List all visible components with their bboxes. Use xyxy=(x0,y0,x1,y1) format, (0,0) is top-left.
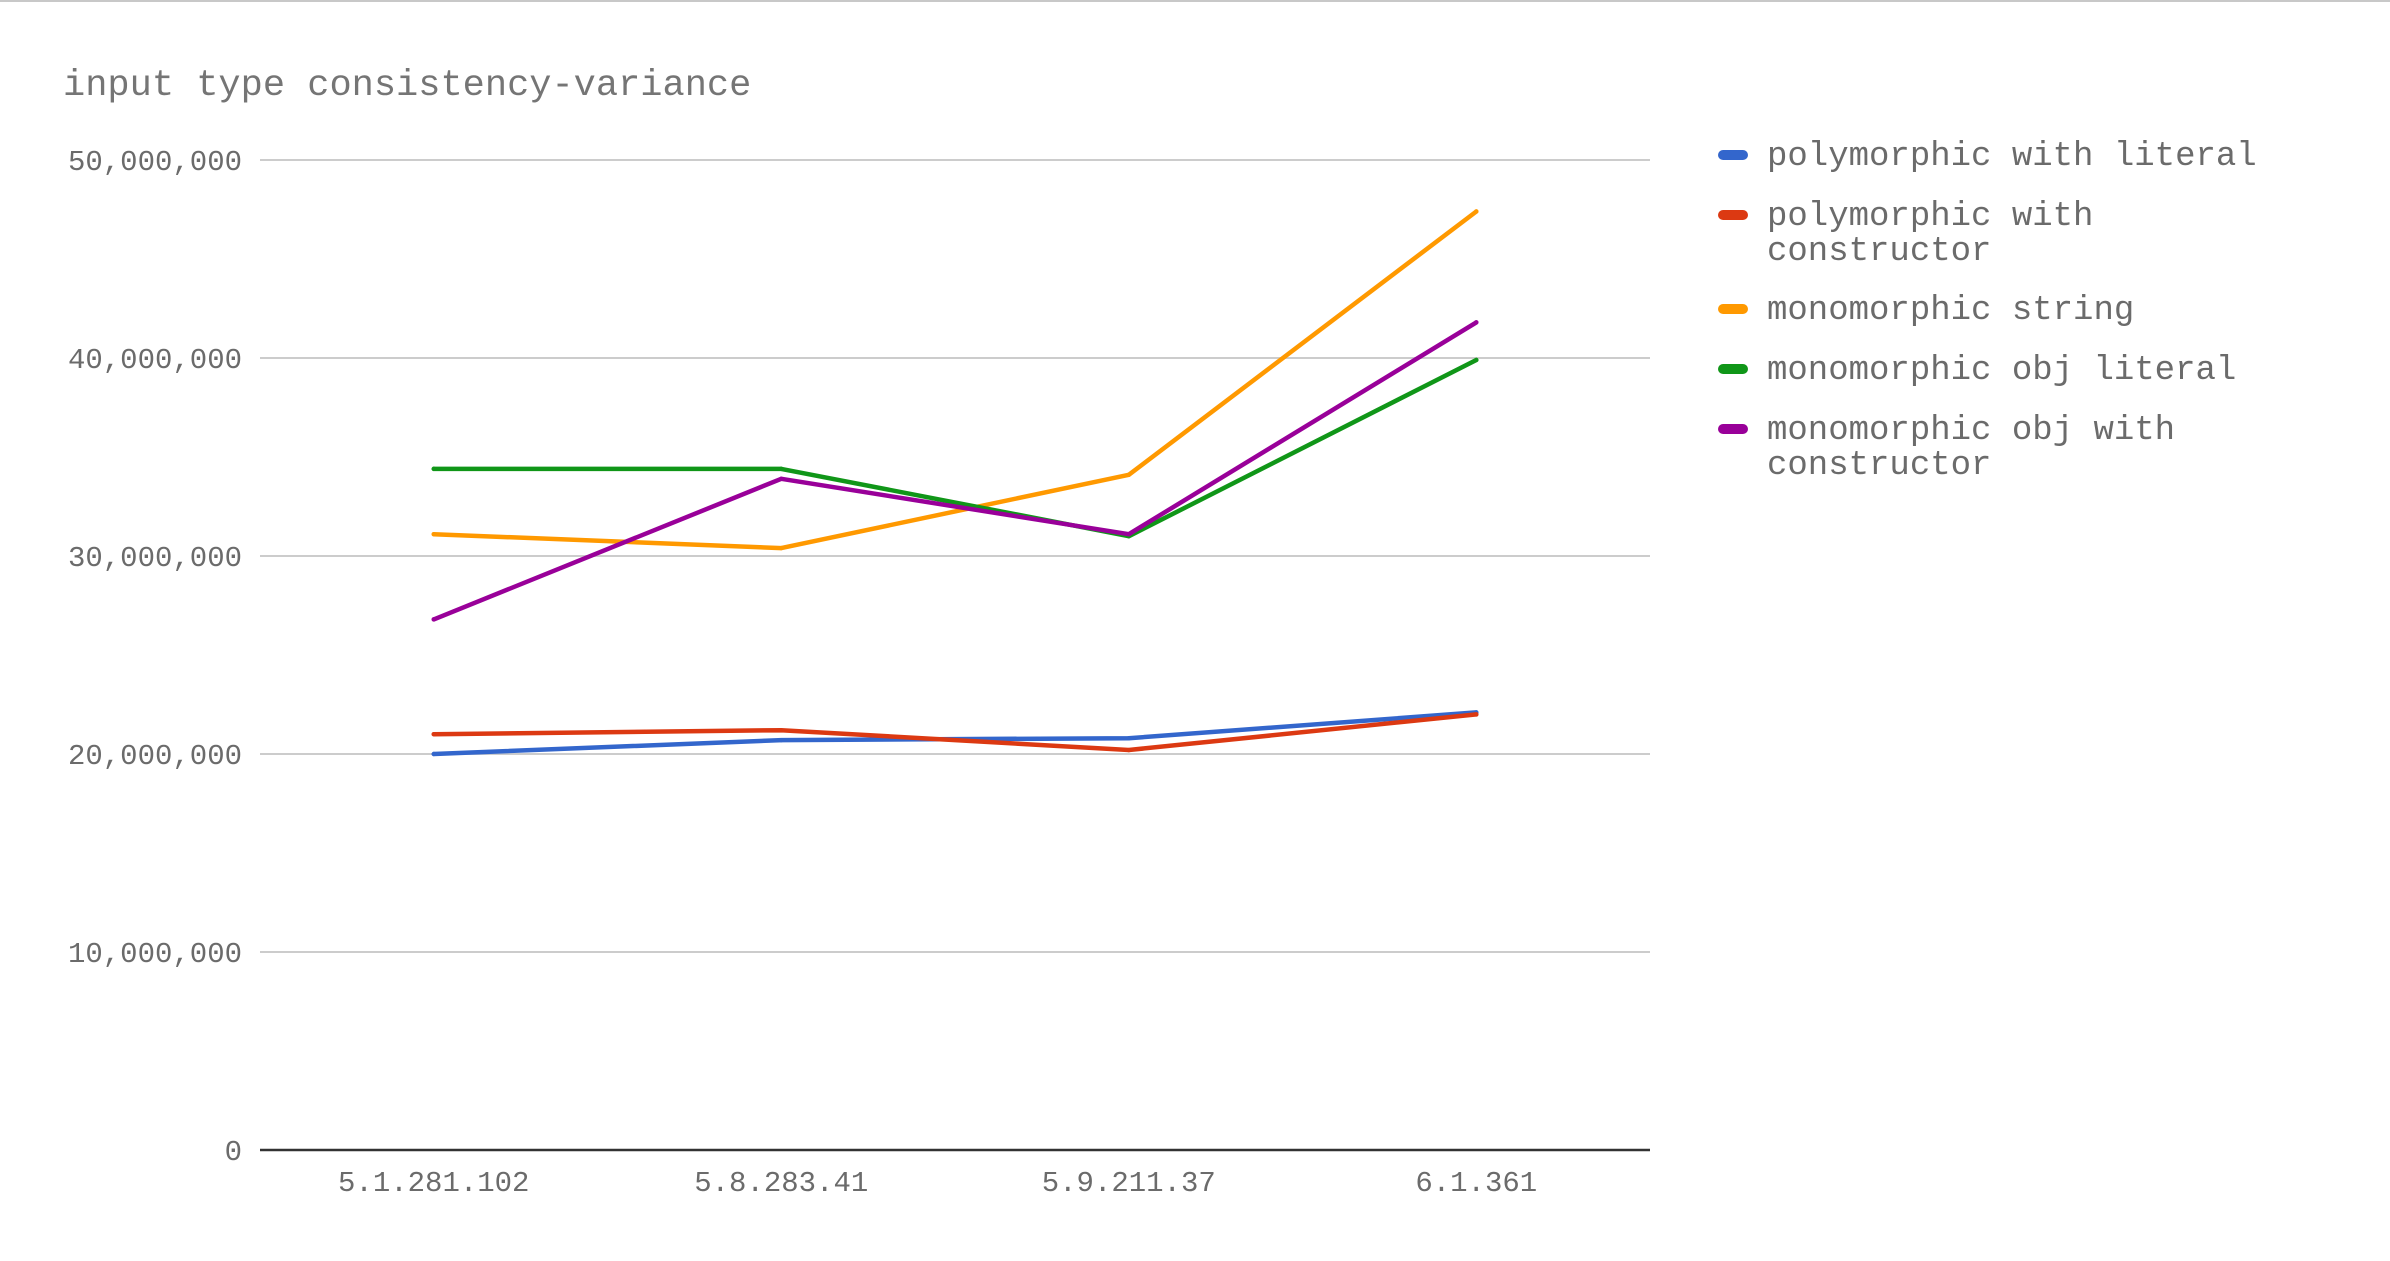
data-point xyxy=(1474,712,1479,717)
data-point xyxy=(431,751,436,757)
series-lines xyxy=(431,209,1479,757)
x-axis: 5.1.281.102 5.8.283.41 5.9.211.37 6.1.361 xyxy=(338,1167,1537,1200)
data-point xyxy=(779,466,784,472)
y-tick-label: 50,000,000 xyxy=(68,146,242,179)
top-border xyxy=(0,0,2390,2)
x-tick-label: 6.1.361 xyxy=(1415,1167,1537,1200)
legend-label: monomorphic obj literal xyxy=(1767,352,2236,390)
series-line xyxy=(431,320,1479,622)
y-tick-label: 20,000,000 xyxy=(68,740,242,773)
legend-label: polymorphic with literal xyxy=(1767,138,2257,176)
legend-item: monomorphic obj literal xyxy=(1718,352,2236,390)
series-line xyxy=(431,712,1479,753)
legend-swatch xyxy=(1718,364,1748,374)
data-point xyxy=(431,466,436,472)
y-axis: 0 10,000,000 20,000,000 30,000,000 40,000,00… xyxy=(68,146,242,1169)
data-point xyxy=(779,728,784,733)
data-point xyxy=(1126,472,1131,478)
gridlines xyxy=(260,159,1650,1152)
legend-swatch xyxy=(1718,304,1748,314)
legend-label: monomorphic obj with xyxy=(1767,412,2175,450)
data-point xyxy=(779,476,784,481)
data-point xyxy=(1474,357,1479,363)
y-tick-label: 40,000,000 xyxy=(68,344,242,377)
data-point xyxy=(431,532,436,537)
y-tick-label: 10,000,000 xyxy=(68,938,242,971)
legend-label: constructor xyxy=(1767,447,1991,485)
legend-swatch xyxy=(1718,210,1748,220)
legend-swatch xyxy=(1718,150,1748,160)
x-tick-label: 5.9.211.37 xyxy=(1042,1167,1216,1200)
y-tick-label: 0 xyxy=(225,1136,242,1169)
series-line xyxy=(431,209,1479,551)
data-point xyxy=(1126,747,1131,753)
legend-item: monomorphic string xyxy=(1718,292,2134,330)
x-tick-label: 5.1.281.102 xyxy=(338,1167,529,1200)
data-point xyxy=(1474,209,1479,214)
legend-label: monomorphic string xyxy=(1767,292,2134,330)
data-point xyxy=(431,617,436,622)
data-point xyxy=(431,732,436,737)
legend: polymorphic with literal polymorphic with… xyxy=(1718,138,2257,485)
legend-label: constructor xyxy=(1767,233,1991,271)
y-tick-label: 30,000,000 xyxy=(68,542,242,575)
data-point xyxy=(1126,735,1131,741)
legend-swatch xyxy=(1718,424,1748,434)
series-line xyxy=(431,357,1479,539)
data-point xyxy=(779,737,784,743)
legend-label: polymorphic with xyxy=(1767,198,2093,236)
data-point xyxy=(1474,320,1479,325)
legend-item: polymorphic with literal xyxy=(1718,138,2257,176)
data-point xyxy=(1126,532,1131,537)
data-point xyxy=(779,545,784,551)
x-tick-label: 5.8.283.41 xyxy=(694,1167,868,1200)
chart-title: input type consistency-variance xyxy=(63,65,751,107)
